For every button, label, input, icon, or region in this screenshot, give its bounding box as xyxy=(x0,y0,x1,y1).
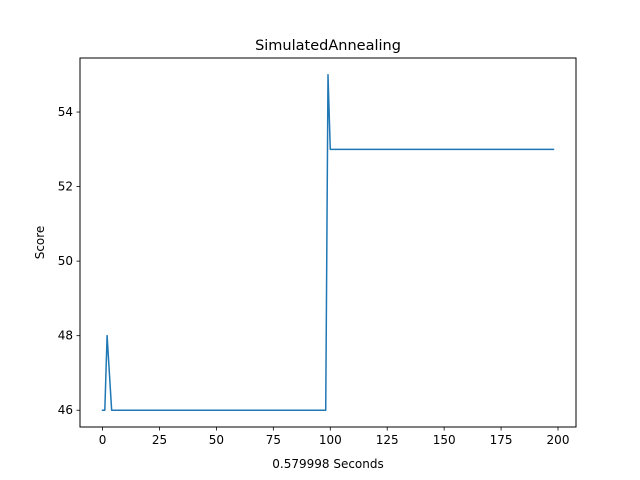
x-tick-label: 75 xyxy=(266,433,281,447)
y-tick-label: 54 xyxy=(58,105,73,119)
x-tick-label: 50 xyxy=(209,433,224,447)
x-axis-label: 0.579998 Seconds xyxy=(272,457,384,471)
score-series-line xyxy=(101,74,555,411)
x-tick-label: 175 xyxy=(490,433,513,447)
ticks-layer: 0 25 50 75 100 125 150 175 200 46 48 50 52 54 xyxy=(58,105,570,447)
x-tick-label: 200 xyxy=(547,433,570,447)
y-tick-label: 52 xyxy=(58,180,73,194)
x-tick-label: 0 xyxy=(99,433,107,447)
x-tick-label: 125 xyxy=(376,433,399,447)
x-tick-label: 150 xyxy=(433,433,456,447)
chart-title: SimulatedAnnealing xyxy=(255,38,401,54)
y-axis-label: Score xyxy=(33,226,47,260)
y-tick-label: 48 xyxy=(58,329,73,343)
y-tick-label: 50 xyxy=(58,254,73,268)
series-layer xyxy=(101,74,555,411)
x-tick-label: 25 xyxy=(152,433,167,447)
y-tick-label: 46 xyxy=(58,403,73,417)
plot-area-frame xyxy=(79,57,577,428)
x-tick-label: 100 xyxy=(319,433,342,447)
